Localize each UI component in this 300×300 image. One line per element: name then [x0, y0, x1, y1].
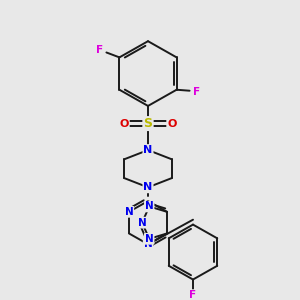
Text: N: N — [145, 202, 154, 212]
Text: F: F — [189, 290, 197, 300]
Text: F: F — [96, 44, 103, 55]
Text: N: N — [124, 207, 133, 217]
Text: N: N — [144, 239, 152, 249]
Text: N: N — [143, 182, 153, 192]
Text: O: O — [119, 118, 129, 129]
Text: N: N — [138, 218, 146, 228]
Text: S: S — [143, 117, 152, 130]
Text: F: F — [193, 87, 200, 97]
Text: O: O — [167, 118, 177, 129]
Text: N: N — [143, 145, 153, 155]
Text: N: N — [145, 234, 154, 244]
